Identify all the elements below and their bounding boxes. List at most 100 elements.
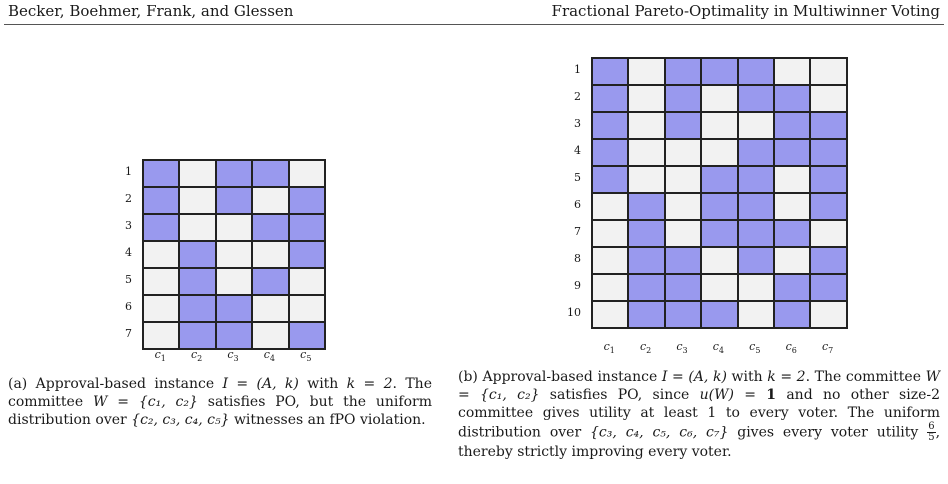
approved-cell	[773, 220, 811, 247]
approved-cell	[252, 268, 289, 295]
unapproved-cell	[664, 193, 702, 220]
voter-label: 10	[567, 305, 581, 319]
caption-b-math: u(W) =	[699, 387, 767, 403]
approved-cell	[215, 160, 253, 187]
unapproved-cell	[143, 241, 180, 268]
approved-cell	[773, 85, 811, 112]
approved-cell	[288, 241, 325, 268]
caption-a: (a) Approval-based instance I = (A, k) w…	[8, 375, 432, 429]
unapproved-cell	[810, 301, 847, 328]
unapproved-cell	[215, 214, 253, 241]
approved-cell	[628, 274, 665, 301]
approved-cell	[810, 193, 847, 220]
unapproved-cell	[664, 166, 702, 193]
caption-b-text: with	[726, 369, 768, 385]
unapproved-cell	[628, 139, 665, 166]
unapproved-cell	[143, 322, 180, 349]
approved-cell	[773, 274, 811, 301]
approved-cell	[664, 274, 702, 301]
approved-cell	[143, 160, 180, 187]
unapproved-cell	[179, 160, 216, 187]
voter-label: 4	[125, 245, 132, 259]
unapproved-cell	[664, 139, 702, 166]
caption-b: (b) Approval-based instance I = (A, k) w…	[458, 368, 940, 461]
approved-cell	[143, 187, 180, 214]
caption-a-math: I = (A, k)	[222, 376, 299, 392]
unapproved-cell	[592, 220, 629, 247]
unapproved-cell	[628, 85, 665, 112]
approved-cell	[737, 220, 774, 247]
unapproved-cell	[773, 58, 811, 85]
candidate-label: c2	[190, 348, 203, 364]
voter-label: 9	[574, 278, 581, 292]
voter-label: 6	[125, 299, 132, 313]
approved-cell	[810, 139, 847, 166]
approved-cell	[288, 322, 325, 349]
approval-matrix	[142, 159, 326, 350]
approved-cell	[773, 139, 811, 166]
unapproved-cell	[664, 220, 702, 247]
voter-label: 7	[125, 326, 132, 340]
unapproved-cell	[737, 274, 774, 301]
unapproved-cell	[215, 241, 253, 268]
approved-cell	[664, 85, 702, 112]
approved-cell	[143, 214, 180, 241]
unapproved-cell	[701, 85, 738, 112]
approved-cell	[810, 112, 847, 139]
caption-b-math: I = (A, k)	[661, 369, 727, 385]
approved-cell	[701, 58, 738, 85]
unapproved-cell	[810, 220, 847, 247]
caption-a-math: W = {c₁, c₂}	[93, 394, 198, 410]
approved-cell	[773, 112, 811, 139]
voter-label: 3	[125, 218, 132, 232]
approved-cell	[215, 295, 253, 322]
caption-b-text: (b) Approval-based instance	[458, 369, 662, 385]
caption-a-math: {c₂, c₃, c₄, c₅}	[131, 412, 230, 428]
unapproved-cell	[628, 112, 665, 139]
approved-cell	[592, 166, 629, 193]
unapproved-cell	[252, 241, 289, 268]
voter-label: 7	[574, 224, 581, 238]
approved-cell	[179, 295, 216, 322]
unapproved-cell	[810, 58, 847, 85]
caption-a-text: (a) Approval-based instance	[8, 376, 223, 392]
unapproved-cell	[215, 268, 253, 295]
candidate-label: c3	[227, 348, 239, 364]
approved-cell	[215, 187, 253, 214]
unapproved-cell	[628, 166, 665, 193]
approved-cell	[664, 58, 702, 85]
candidate-label: c3	[676, 340, 688, 356]
caption-a-text: with	[298, 376, 347, 392]
unapproved-cell	[592, 274, 629, 301]
caption-b-text: , thereby strictly improving every voter…	[458, 424, 941, 461]
candidate-label: c4	[712, 340, 725, 356]
unapproved-cell	[773, 166, 811, 193]
candidate-label: c5	[749, 340, 761, 356]
approval-matrix	[591, 57, 848, 329]
approved-cell	[773, 301, 811, 328]
voter-label: 5	[574, 170, 581, 184]
unapproved-cell	[252, 322, 289, 349]
fraction-numerator: 6	[927, 421, 936, 433]
unapproved-cell	[252, 187, 289, 214]
approved-cell	[179, 241, 216, 268]
caption-a-math: k = 2	[346, 376, 393, 392]
approved-cell	[592, 112, 629, 139]
caption-b-text: . The committee	[805, 369, 926, 385]
unapproved-cell	[143, 268, 180, 295]
approved-cell	[810, 166, 847, 193]
candidate-label: c2	[639, 340, 652, 356]
unapproved-cell	[288, 160, 325, 187]
candidate-label: c1	[154, 348, 166, 364]
header-left: Becker, Boehmer, Frank, and Glessen	[8, 2, 294, 20]
voter-label: 8	[574, 251, 581, 265]
candidate-label: c4	[263, 348, 276, 364]
unapproved-cell	[773, 193, 811, 220]
caption-b-math: {c₃, c₄, c₅, c₆, c₇}	[590, 424, 729, 441]
voter-label: 5	[125, 272, 132, 286]
approved-cell	[592, 85, 629, 112]
unapproved-cell	[288, 295, 325, 322]
approved-cell	[288, 187, 325, 214]
approved-cell	[737, 58, 774, 85]
candidate-label: c6	[785, 340, 797, 356]
